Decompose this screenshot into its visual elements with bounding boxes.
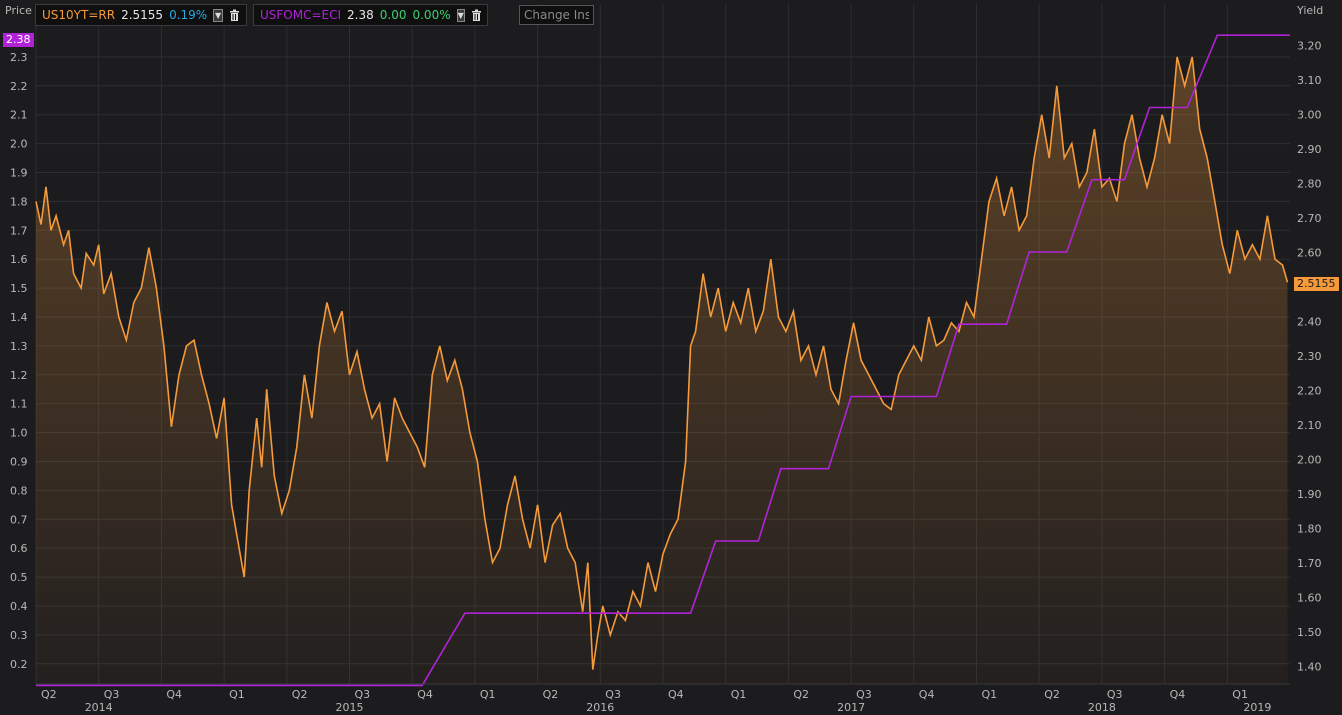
trash-icon[interactable] <box>471 8 482 22</box>
right-axis-last-value-marker: 2.5155 <box>1294 277 1339 291</box>
right-tick-label: 1.50 <box>1297 626 1322 639</box>
year-tick-label: 2016 <box>586 701 614 714</box>
trash-icon[interactable] <box>229 8 240 22</box>
left-tick-label: 1.7 <box>10 224 28 237</box>
left-tick-label: 0.4 <box>10 600 28 613</box>
right-tick-label: 1.70 <box>1297 557 1322 570</box>
left-tick-label: 0.5 <box>10 571 28 584</box>
change-instrument-input[interactable] <box>519 5 594 25</box>
left-tick-label: 1.8 <box>10 195 28 208</box>
usfomc-series-line <box>36 34 1290 687</box>
legend-usfomc-symbol[interactable]: USFOMC=ECI <box>260 8 342 22</box>
quarter-tick-label: Q2 <box>292 688 308 701</box>
quarter-tick-label: Q3 <box>856 688 872 701</box>
left-tick-label: 0.7 <box>10 513 28 526</box>
year-tick-label: 2014 <box>85 701 113 714</box>
quarter-tick-label: Q1 <box>229 688 245 701</box>
left-tick-label: 2.0 <box>10 138 28 151</box>
right-tick-label: 2.80 <box>1297 177 1322 190</box>
quarter-tick-label: Q3 <box>355 688 371 701</box>
right-axis-title: Yield <box>1297 4 1324 17</box>
quarter-tick-label: Q1 <box>731 688 747 701</box>
left-tick-label: 0.2 <box>10 658 28 671</box>
x-axis-ticks: Q2 Q3 Q4 Q1 Q2 Q3 Q4 Q1 Q2 Q3 Q4 Q1 Q2 Q3 Q4 Q1 Q2 Q3 Q4 Q1… <box>36 683 1290 714</box>
quarter-tick-label: Q1 <box>480 688 496 701</box>
quarter-tick-label: Q2 <box>793 688 809 701</box>
left-tick-label: 1.0 <box>10 427 28 440</box>
quarter-tick-label: Q3 <box>104 688 120 701</box>
right-tick-label: 3.00 <box>1297 108 1322 121</box>
legend-us10yt-price: 2.5155 <box>121 8 164 22</box>
quarter-tick-label: Q4 <box>1170 688 1186 701</box>
left-tick-label: 2.3 <box>10 51 28 64</box>
left-tick-label: 2.2 <box>10 80 28 93</box>
left-axis-last-value-marker: 2.38 <box>3 33 34 47</box>
right-tick-label: 2.10 <box>1297 419 1322 432</box>
left-tick-label: 1.3 <box>10 340 28 353</box>
quarter-tick-label: Q2 <box>41 688 57 701</box>
year-tick-label: 2019 <box>1243 701 1271 714</box>
right-tick-label: 2.20 <box>1297 385 1322 398</box>
year-tick-label: 2017 <box>837 701 865 714</box>
quarter-tick-label: Q2 <box>543 688 559 701</box>
quarter-tick-label: Q4 <box>919 688 935 701</box>
right-tick-label: 1.90 <box>1297 488 1322 501</box>
right-tick-label: 1.60 <box>1297 592 1322 605</box>
left-tick-label: 1.1 <box>10 398 28 411</box>
left-tick-label: 0.9 <box>10 455 28 468</box>
left-tick-label: 0.6 <box>10 542 28 555</box>
left-tick-label: 0.8 <box>10 484 28 497</box>
us10yt-area <box>36 56 1288 684</box>
right-tick-label: 2.40 <box>1297 315 1322 328</box>
legend-usfomc-price: 2.38 <box>347 8 374 22</box>
right-tick-label: 1.40 <box>1297 661 1322 674</box>
right-tick-label: 3.10 <box>1297 74 1322 87</box>
legend-usfomc[interactable]: USFOMC=ECI 2.38 0.00 0.00% ▼ <box>253 4 488 26</box>
left-tick-label: 1.2 <box>10 369 28 382</box>
quarter-tick-label: Q4 <box>166 688 182 701</box>
year-tick-label: 2018 <box>1088 701 1116 714</box>
left-tick-label: 1.4 <box>10 311 28 324</box>
right-tick-label: 2.00 <box>1297 454 1322 467</box>
quarter-tick-label: Q3 <box>1107 688 1123 701</box>
quarter-tick-label: Q1 <box>982 688 998 701</box>
right-tick-label: 2.30 <box>1297 350 1322 363</box>
left-axis-title: Price <box>5 4 32 17</box>
legend-us10yt-symbol[interactable]: US10YT=RR <box>42 8 116 22</box>
right-axis-ticks: 1.40 1.50 1.60 1.70 1.80 1.90 2.00 2.10 2.20 2.30… <box>1297 39 1322 673</box>
quarter-tick-label: Q3 <box>605 688 621 701</box>
year-tick-label: 2015 <box>336 701 364 714</box>
quarter-tick-label: Q4 <box>417 688 433 701</box>
legend-usfomc-pct: 0.00% <box>412 8 451 22</box>
quarter-tick-label: Q4 <box>668 688 684 701</box>
us10yt-series-line <box>35 56 1289 670</box>
left-tick-label: 2.1 <box>10 109 28 122</box>
left-axis-ticks: 0.2 0.3 0.4 0.5 0.6 0.7 0.8 0.9 1.0 1.1 1.2 1.3 1.4 1… <box>10 51 28 671</box>
quarter-tick-label: Q1 <box>1232 688 1248 701</box>
chevron-down-icon[interactable]: ▼ <box>456 8 465 22</box>
left-tick-label: 1.5 <box>10 282 28 295</box>
left-tick-label: 1.6 <box>10 253 28 266</box>
chevron-down-icon[interactable]: ▼ <box>213 8 223 22</box>
right-tick-label: 2.70 <box>1297 212 1322 225</box>
legend-us10yt-pct: 0.19% <box>169 8 208 22</box>
right-tick-label: 3.20 <box>1297 39 1322 52</box>
left-tick-label: 1.9 <box>10 166 28 179</box>
legend-us10yt[interactable]: US10YT=RR 2.5155 0.19% ▼ <box>35 4 247 26</box>
quarter-tick-label: Q2 <box>1044 688 1060 701</box>
left-tick-label: 0.3 <box>10 629 28 642</box>
right-tick-label: 1.80 <box>1297 523 1322 536</box>
right-tick-label: 2.90 <box>1297 143 1322 156</box>
legend-usfomc-change: 0.00 <box>379 8 407 22</box>
right-tick-label: 2.60 <box>1297 246 1322 259</box>
